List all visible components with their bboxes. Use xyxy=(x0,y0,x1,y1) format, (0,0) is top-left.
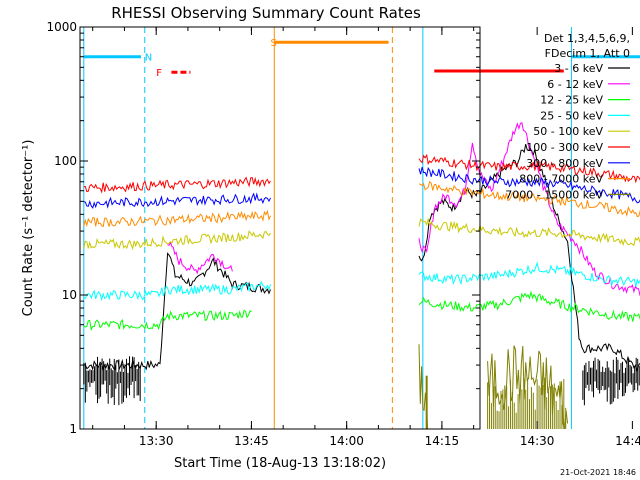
footer-date: 21-Oct-2021 18:46 xyxy=(560,468,636,477)
x-tick-label: 14:45 xyxy=(615,434,640,448)
y-tick-label: 100 xyxy=(54,154,77,168)
series-line xyxy=(83,230,271,251)
series-line xyxy=(418,121,640,297)
y-tick-label: 10 xyxy=(62,288,77,302)
y-tick-label: 1 xyxy=(69,422,77,436)
legend-label: 12 - 25 keV xyxy=(540,94,603,107)
series-line xyxy=(83,192,271,209)
series-line xyxy=(83,176,271,194)
flag-label: F xyxy=(156,68,162,79)
plot-area: NF S xyxy=(83,27,640,430)
legend-label: 50 - 100 keV xyxy=(533,125,603,138)
legend-label: 6 - 12 keV xyxy=(547,78,603,91)
legend-label: 800 - 7000 keV xyxy=(519,173,603,186)
series-line xyxy=(418,217,640,247)
series-line xyxy=(83,309,252,331)
x-axis-label: Start Time (18-Aug-13 13:18:02) xyxy=(174,456,386,471)
x-tick-label: 13:30 xyxy=(139,434,174,448)
legend-label: 3 - 6 keV xyxy=(554,62,603,75)
legend-label: 25 - 50 keV xyxy=(540,109,603,122)
legend-label: 100 - 300 keV xyxy=(526,141,603,154)
y-axis: 1 10 100 1000 xyxy=(46,20,480,436)
flag-label: N xyxy=(145,53,152,64)
plot-frame xyxy=(79,26,481,430)
x-tick-label: 14:00 xyxy=(329,434,364,448)
series-line xyxy=(418,290,640,322)
y-tick-label: 1000 xyxy=(46,20,77,34)
chart-title: RHESSI Observing Summary Count Rates xyxy=(111,4,421,22)
x-axis: 13:30 13:45 14:00 14:15 14:30 14:45 xyxy=(92,27,640,448)
legend-header: Det 1,3,4,5,6,9, xyxy=(544,32,630,45)
legend: Det 1,3,4,5,6,9, FDecim 1, Att 0 3 - 6 keV… xyxy=(505,32,630,201)
x-tick-label: 13:45 xyxy=(234,434,269,448)
legend-label: 300 - 800 keV xyxy=(526,157,603,170)
y-axis-label: Count Rate (s⁻¹ detector⁻¹) xyxy=(21,140,36,317)
x-tick-label: 14:15 xyxy=(425,434,460,448)
x-tick-label: 14:30 xyxy=(520,434,555,448)
series-line xyxy=(83,209,271,228)
series-line xyxy=(167,241,233,275)
series-line xyxy=(83,280,271,302)
flag-label: S xyxy=(270,38,276,49)
series-line xyxy=(418,261,640,287)
series-line xyxy=(418,166,640,204)
legend-label: 7000 - 15000 keV xyxy=(505,188,603,201)
series-line xyxy=(418,180,640,218)
legend-header: FDecim 1, Att 0 xyxy=(545,47,630,60)
series-line xyxy=(83,252,271,371)
